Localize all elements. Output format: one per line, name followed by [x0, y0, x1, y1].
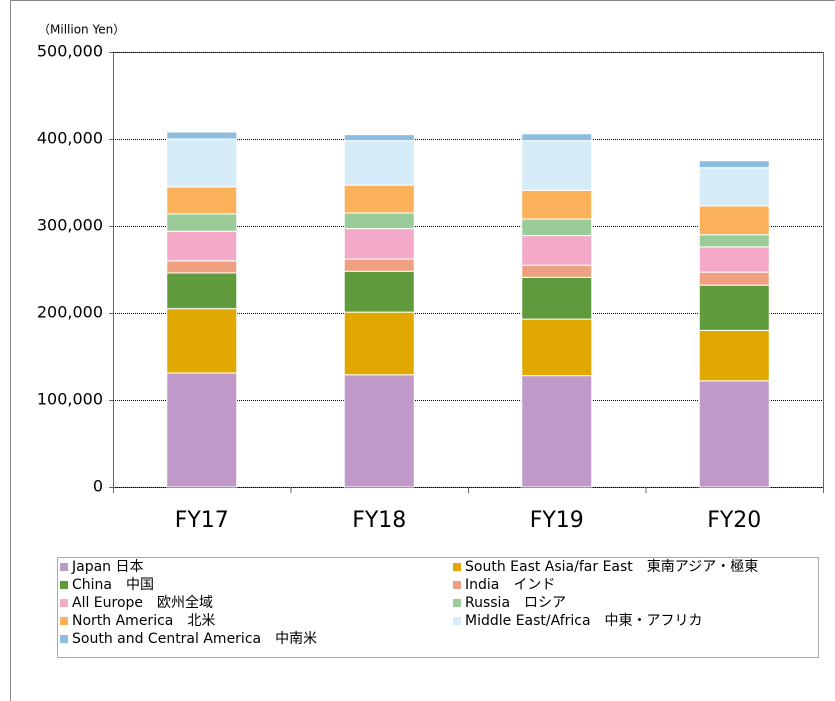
unit-label: （Million Yen） — [38, 23, 125, 37]
bar-segment — [343, 140, 415, 186]
bar-segment — [698, 380, 770, 488]
y-tick-label: 400,000 — [37, 129, 103, 148]
y-tick-label: 300,000 — [37, 216, 103, 235]
y-tick-label: 0 — [93, 477, 103, 496]
bar-segment — [343, 374, 415, 488]
bar-segment — [698, 246, 770, 273]
bar-segment — [166, 372, 238, 488]
bar-segment — [698, 205, 770, 236]
bar-segment — [698, 167, 770, 207]
bar-segment — [343, 228, 415, 260]
legend-label: China 中国 — [72, 577, 154, 593]
legend-label: North America 北米 — [72, 613, 215, 629]
bar-segment — [521, 276, 593, 320]
y-tick-label: 500,000 — [37, 42, 103, 61]
legend-swatch — [453, 563, 461, 571]
legend-swatch — [60, 581, 68, 589]
legend-label: South and Central America 中南米 — [72, 631, 317, 647]
x-tick-label: FY20 — [707, 508, 761, 533]
bar-segment — [343, 258, 415, 272]
bar-segment — [521, 318, 593, 377]
legend-label: Japan 日本 — [71, 559, 144, 575]
bar-segment — [343, 184, 415, 214]
legend — [57, 557, 819, 658]
bar-segment — [521, 264, 593, 278]
bar-segment — [166, 272, 238, 310]
legend-swatch — [60, 563, 68, 571]
bar-segment — [343, 311, 415, 376]
bar-segment — [521, 375, 593, 488]
bar-segment — [698, 329, 770, 382]
bar-segment — [521, 133, 593, 142]
bar-segment — [166, 308, 238, 374]
legend-swatch — [60, 599, 68, 607]
bar-segment — [343, 212, 415, 230]
legend-swatch — [60, 635, 68, 643]
legend-swatch — [453, 581, 461, 589]
legend-label: South East Asia/far East 東南アジア・極東 — [465, 559, 758, 575]
y-tick-label: 200,000 — [37, 303, 103, 322]
x-tick-label: FY17 — [175, 508, 229, 533]
bar-segment — [521, 235, 593, 266]
bar-segment — [343, 134, 415, 142]
x-tick-label: FY19 — [530, 508, 584, 533]
bar-segment — [166, 260, 238, 274]
bar-segment — [166, 186, 238, 215]
bar-segment — [698, 271, 770, 286]
legend-swatch — [60, 617, 68, 625]
bar-segment — [166, 213, 238, 232]
bar-segment — [521, 189, 593, 220]
bar-segment — [166, 131, 238, 140]
bar-segment — [521, 218, 593, 237]
legend-swatch — [453, 617, 461, 625]
bar-segment — [521, 140, 593, 191]
legend-label: All Europe 欧州全域 — [72, 594, 213, 611]
legend-label: Russia ロシア — [465, 595, 566, 611]
bar-segment — [698, 284, 770, 331]
bar-segment — [166, 230, 238, 262]
bar-segment — [166, 138, 238, 188]
legend-label: Middle East/Africa 中東・アフリカ — [465, 613, 703, 629]
legend-label: India インド — [465, 577, 555, 593]
legend-swatch — [453, 599, 461, 607]
bar-segment — [343, 270, 415, 313]
y-tick-label: 100,000 — [37, 390, 103, 409]
x-tick-label: FY18 — [352, 508, 406, 533]
bar-segment — [698, 160, 770, 169]
bar-segment — [698, 234, 770, 248]
